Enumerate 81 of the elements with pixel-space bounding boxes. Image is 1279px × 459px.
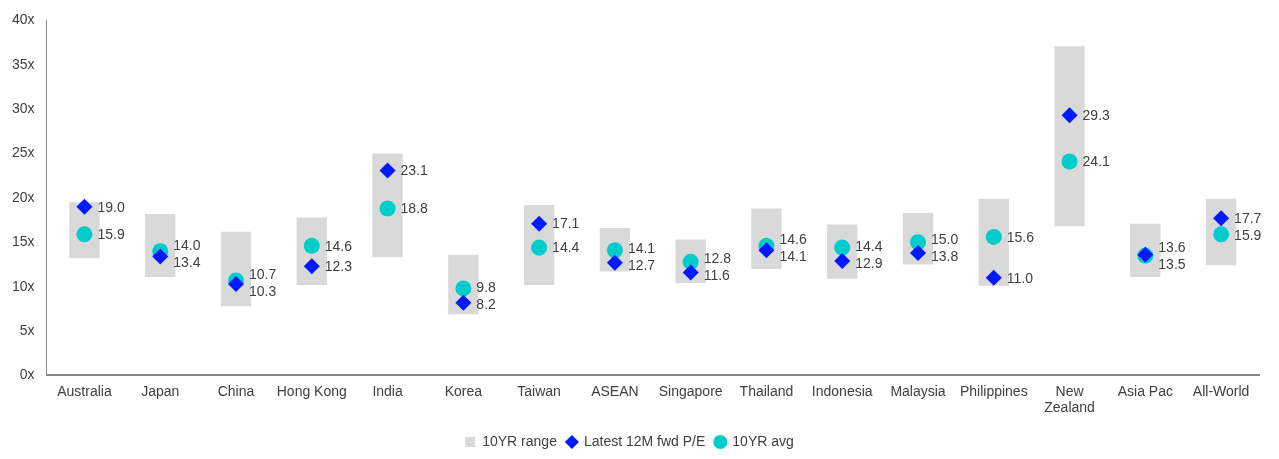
point [1061, 107, 1078, 124]
bar [220, 231, 252, 307]
x-tick-label: Thailand [739, 382, 794, 399]
legend-label: 10YR range [482, 432, 558, 449]
point [606, 254, 623, 271]
data-label: 18.8 [400, 200, 429, 217]
data-label: 13.5 [1158, 255, 1186, 272]
x-tick-label: India [372, 382, 403, 399]
data-label: 14.1 [779, 248, 807, 265]
data-label: 17.7 [1234, 209, 1262, 226]
x-tick-label: Singapore [658, 382, 723, 399]
point [758, 242, 775, 259]
point [1061, 153, 1078, 170]
data-label: 13.8 [931, 247, 959, 264]
x-tick-label: Korea [444, 382, 483, 399]
x-tick-label: Taiwan [517, 382, 561, 399]
y-tick-label: 30x [11, 100, 35, 117]
data-label: 12.3 [324, 258, 353, 275]
x-tick-label: Hong Kong [276, 382, 347, 399]
data-label: 10.3 [249, 282, 277, 299]
point [531, 215, 548, 232]
category-label: Zealand [1044, 399, 1095, 416]
x-tick-label: China [217, 382, 255, 399]
data-label: 15.0 [931, 230, 959, 247]
data-label: 11.0 [1006, 269, 1034, 286]
point [910, 244, 927, 261]
y-tick-label: 20x [11, 188, 35, 205]
point [682, 264, 699, 281]
point [379, 200, 396, 217]
data-label: 8.2 [476, 295, 497, 312]
point [76, 198, 93, 215]
point [834, 252, 851, 269]
y-tick-label: 35x [11, 55, 35, 72]
y-tick-label: 40x [11, 11, 35, 28]
data-label: 14.6 [324, 237, 353, 254]
data-label: 15.9 [97, 226, 125, 243]
data-label: 14.6 [779, 231, 807, 248]
y-tick-label: 25x [11, 144, 35, 161]
point [1213, 210, 1230, 227]
data-label: 11.6 [703, 267, 731, 284]
x-tick-label: Asia Pac [1117, 382, 1173, 399]
x-tick-label: Indonesia [811, 382, 873, 399]
x-tick-label: ASEAN [591, 382, 639, 399]
point [379, 162, 396, 179]
y-tick-label: 15x [11, 233, 35, 250]
point [455, 294, 472, 311]
bar [1054, 46, 1085, 227]
data-label: 15.9 [1234, 226, 1262, 243]
y-tick-label: 0x [19, 366, 35, 383]
point [985, 228, 1002, 245]
point [531, 239, 548, 256]
x-tick-label: Japan [141, 382, 180, 399]
data-label: 24.1 [1082, 153, 1111, 170]
data-label: 17.1 [552, 215, 580, 232]
y-tick-label: 5x [19, 321, 35, 338]
data-label: 13.4 [173, 254, 201, 271]
data-label: 29.3 [1082, 107, 1111, 124]
y-tick-label: 10x [11, 277, 35, 294]
x-tick-label: Philippines [959, 382, 1028, 399]
data-label: 10.7 [249, 265, 277, 282]
data-label: 14.1 [627, 239, 656, 256]
category-label: New [1055, 382, 1084, 399]
data-label: 19.0 [97, 198, 125, 215]
point [152, 248, 169, 265]
data-label: 15.6 [1006, 228, 1035, 245]
data-label: 14.4 [855, 237, 883, 254]
x-tick-label: Australia [57, 382, 112, 399]
data-label: 23.1 [400, 162, 429, 179]
data-label: 12.8 [703, 250, 732, 267]
x-tick-label: All-World [1192, 382, 1250, 399]
legend-label: 10YR avg [732, 432, 794, 449]
data-label: 13.6 [1158, 238, 1186, 255]
x-tick-label: Malaysia [890, 382, 946, 399]
data-label: 12.9 [855, 254, 883, 271]
data-label: 12.7 [627, 256, 656, 273]
data-label: 9.8 [476, 278, 497, 295]
legend-label: Latest 12M fwd P/E [583, 432, 706, 449]
data-label: 14.0 [173, 237, 201, 254]
point [985, 269, 1002, 286]
point [303, 258, 320, 275]
data-label: 14.4 [552, 239, 580, 256]
